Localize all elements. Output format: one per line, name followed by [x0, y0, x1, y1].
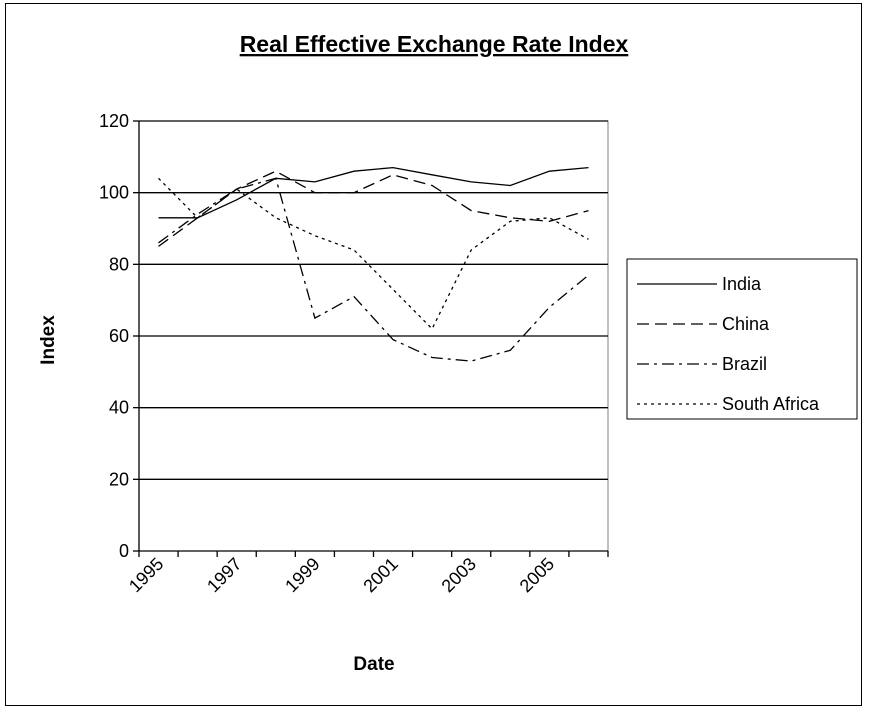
series-line-china — [158, 170, 589, 247]
x-tick-label: 2003 — [438, 554, 480, 596]
chart-title: Real Effective Exchange Rate Index — [240, 31, 629, 57]
axes: 0 20 40 60 80 100 120 1995 1997 1999 2001 2003 2005 — [99, 111, 609, 596]
y-axis-title: Index — [38, 315, 59, 365]
legend-label: South Africa — [722, 394, 820, 414]
x-tick-label: 1999 — [281, 554, 323, 596]
y-tick-label: 0 — [119, 541, 129, 561]
chart-canvas: Real Effective Exchange Rate Index Index… — [38, 31, 858, 675]
chart-frame: Real Effective Exchange Rate Index Index… — [5, 3, 862, 706]
legend-label: India — [722, 274, 762, 294]
x-tick-label: 2005 — [516, 554, 558, 596]
legend-box — [626, 258, 858, 420]
legend-label: China — [722, 314, 770, 334]
y-tick-label: 40 — [109, 398, 129, 418]
x-tick-label: 1997 — [203, 554, 245, 596]
y-tick-label: 120 — [99, 111, 129, 131]
series-line-india — [158, 166, 589, 219]
series-lines — [158, 166, 589, 362]
gridlines — [139, 120, 608, 480]
y-tick-label: 20 — [109, 469, 129, 489]
y-tick-label: 60 — [109, 326, 129, 346]
y-tick-label: 80 — [109, 254, 129, 274]
x-tick-label: 1995 — [125, 554, 167, 596]
y-tick-label: 100 — [99, 183, 129, 203]
x-tick-label: 2001 — [359, 554, 401, 596]
legend: India China Brazil South Africa — [626, 258, 858, 420]
x-axis-title: Date — [353, 654, 394, 675]
series-line-brazil — [158, 177, 589, 362]
series-line-south-africa — [158, 177, 589, 330]
legend-label: Brazil — [722, 354, 767, 374]
